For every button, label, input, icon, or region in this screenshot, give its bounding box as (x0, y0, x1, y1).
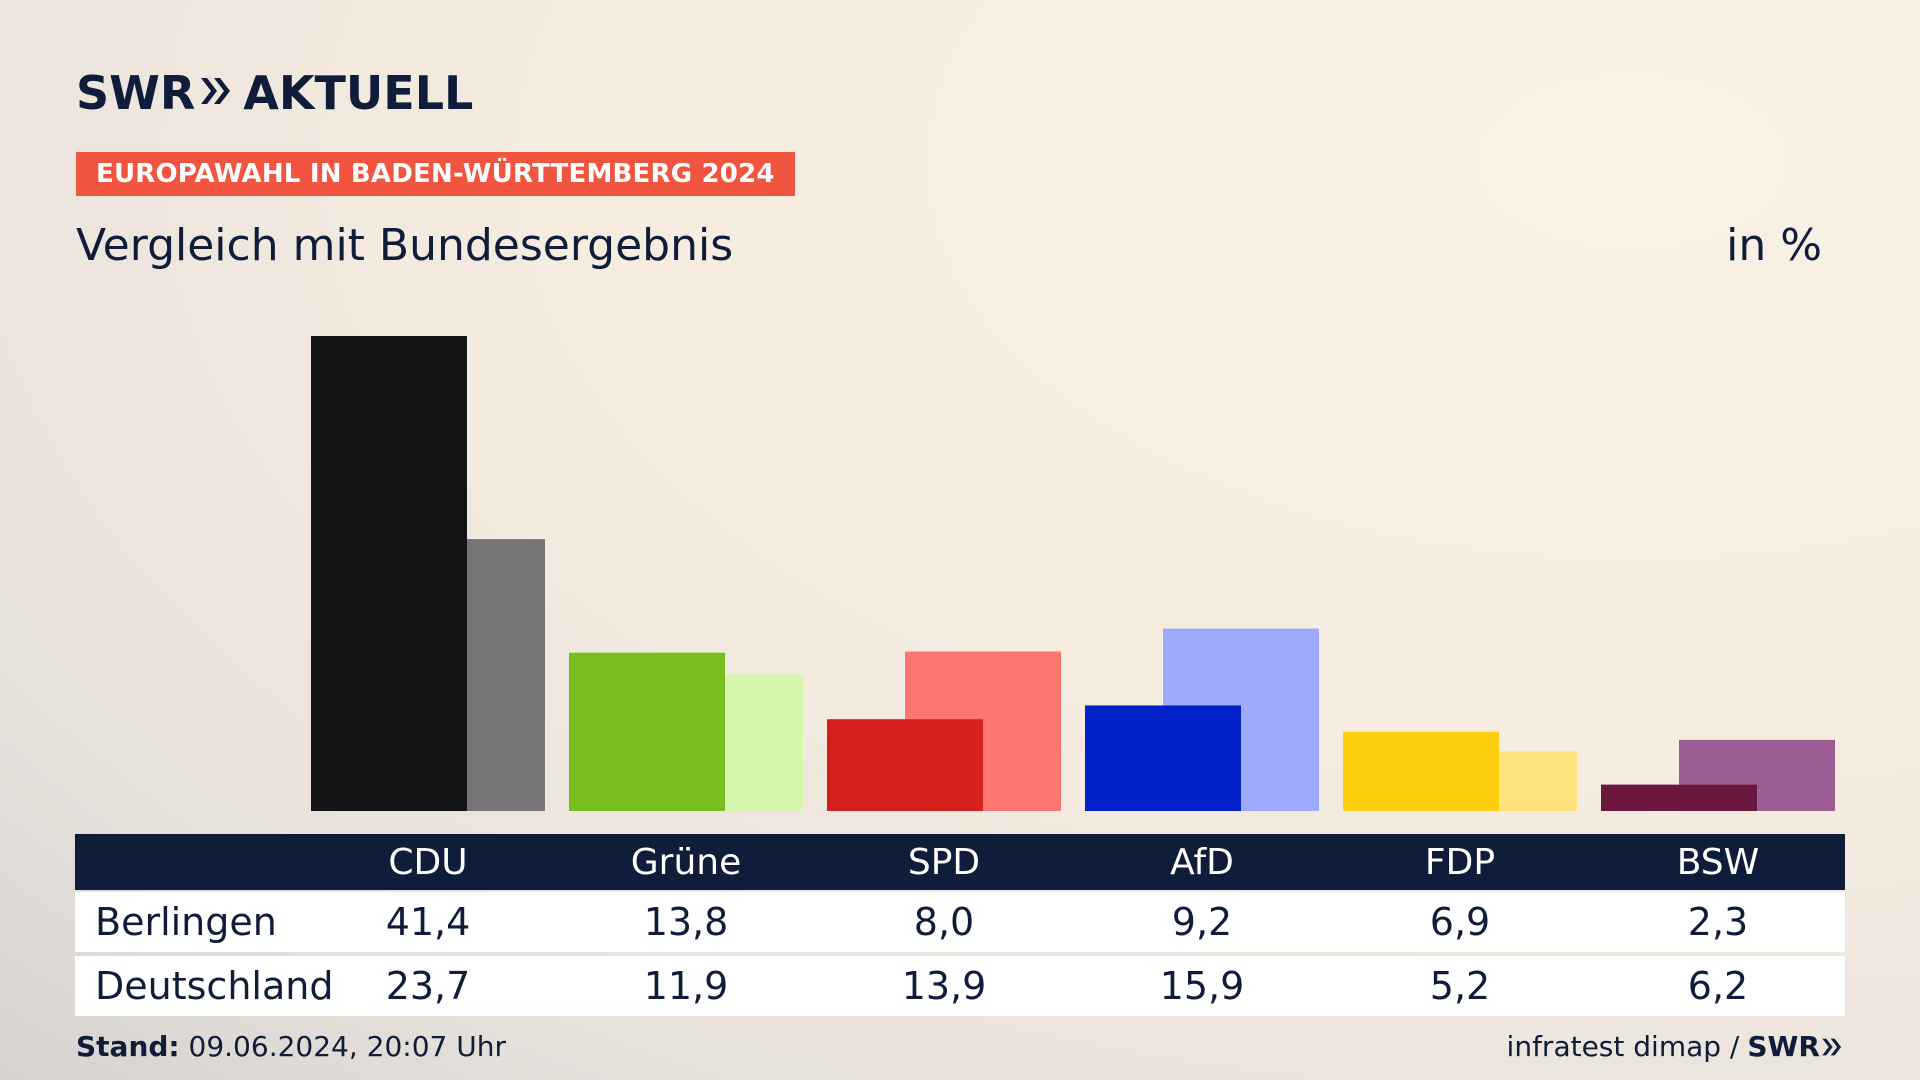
bar-berlingen-afd (1085, 705, 1241, 811)
swr-footer-brand: SWR (1747, 1030, 1820, 1063)
table-cell-deutschland-bsw: 6,2 (1687, 964, 1749, 1008)
brand-suffix: AKTUELL (243, 66, 474, 120)
table-cell-deutschland-cdu: 23,7 (385, 964, 471, 1008)
column-header-afd: AfD (1170, 841, 1234, 883)
stand-value: 09.06.2024, 20:07 Uhr (188, 1030, 506, 1063)
chevron-double-right-icon (1822, 1038, 1842, 1055)
election-kicker: EUROPAWAHL IN BADEN-WÜRTTEMBERG 2024 (76, 152, 795, 196)
stand-label: Stand: (76, 1030, 180, 1063)
table-row: Berlingen 41,4 13,8 8,0 9,2 6,9 2,3 (75, 892, 1845, 952)
column-header-cdu: CDU (388, 841, 468, 883)
column-header-gr-ne: Grüne (630, 841, 742, 883)
table-cell-deutschland-afd: 15,9 (1159, 964, 1245, 1008)
chart-subtitle: Vergleich mit Bundesergebnis (76, 220, 734, 271)
column-header-spd: SPD (907, 841, 981, 883)
bar-berlingen-bsw (1601, 784, 1757, 811)
row-label-deutschland: Deutschland (95, 964, 334, 1008)
table-cell-berlingen-spd: 8,0 (913, 900, 975, 944)
chevron-double-right-icon (199, 74, 233, 112)
source-credit: infratest dimap / SWR (1507, 1030, 1844, 1063)
swr-footer-logo: SWR (1747, 1030, 1844, 1063)
table-cell-berlingen-cdu: 41,4 (385, 900, 471, 944)
bar-berlingen-fdp (1343, 731, 1499, 811)
source-text: infratest dimap / (1506, 1030, 1740, 1063)
table-cell-deutschland-fdp: 5,2 (1429, 964, 1491, 1008)
table-cell-berlingen-bsw: 2,3 (1687, 900, 1749, 944)
bar-berlingen-gr-ne (569, 652, 725, 811)
row-label-berlingen: Berlingen (95, 900, 277, 944)
bar-chart (311, 336, 1835, 811)
table-header: CDU Grüne SPD AfD FDP BSW (75, 834, 1845, 890)
brand-name: SWR (76, 66, 196, 120)
table-cell-berlingen-fdp: 6,9 (1429, 900, 1491, 944)
timestamp: Stand: 09.06.2024, 20:07 Uhr (76, 1030, 506, 1063)
column-header-bsw: BSW (1676, 841, 1760, 883)
table-cell-deutschland-spd: 13,9 (901, 964, 987, 1008)
bar-berlingen-spd (827, 719, 983, 811)
table-cell-berlingen-afd: 9,2 (1171, 900, 1233, 944)
table-cell-berlingen-gr-ne: 13,8 (643, 900, 729, 944)
swr-aktuell-logo: SWR AKTUELL (76, 68, 473, 118)
column-header-fdp: FDP (1424, 841, 1496, 883)
unit-label: in % (1726, 220, 1822, 271)
table-row: Deutschland 23,7 11,9 13,9 15,9 5,2 6,2 (75, 956, 1845, 1016)
bar-berlingen-cdu (311, 336, 467, 811)
table-cell-deutschland-gr-ne: 11,9 (643, 964, 729, 1008)
